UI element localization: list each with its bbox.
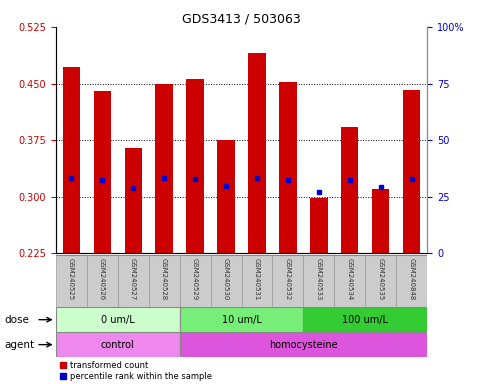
Text: GSM240528: GSM240528 bbox=[161, 258, 167, 301]
Bar bbox=[62, 67, 80, 253]
Text: 0 um/L: 0 um/L bbox=[100, 314, 134, 325]
Text: agent: agent bbox=[5, 339, 35, 350]
Bar bbox=[366, 255, 397, 307]
Bar bbox=[149, 255, 180, 307]
Bar bbox=[56, 255, 86, 307]
Text: dose: dose bbox=[5, 314, 30, 325]
Bar bbox=[180, 255, 211, 307]
Bar bbox=[156, 84, 172, 253]
Bar bbox=[341, 127, 358, 253]
Text: 100 um/L: 100 um/L bbox=[342, 314, 388, 325]
Bar bbox=[186, 79, 203, 253]
Bar bbox=[272, 255, 303, 307]
Text: GSM240531: GSM240531 bbox=[254, 258, 260, 301]
Bar bbox=[125, 148, 142, 253]
Text: GSM240529: GSM240529 bbox=[192, 258, 198, 301]
Text: homocysteine: homocysteine bbox=[269, 339, 338, 350]
Bar bbox=[117, 255, 149, 307]
Bar bbox=[311, 198, 327, 253]
Text: GSM240532: GSM240532 bbox=[285, 258, 291, 301]
Bar bbox=[334, 255, 366, 307]
Text: control: control bbox=[100, 339, 134, 350]
Bar bbox=[372, 189, 389, 253]
Bar bbox=[86, 255, 117, 307]
Bar bbox=[180, 332, 427, 357]
Text: GSM240848: GSM240848 bbox=[409, 258, 415, 301]
Text: GSM240535: GSM240535 bbox=[378, 258, 384, 301]
Text: GSM240526: GSM240526 bbox=[99, 258, 105, 301]
Text: GSM240530: GSM240530 bbox=[223, 258, 229, 301]
Bar bbox=[280, 82, 297, 253]
Bar bbox=[56, 307, 180, 332]
Bar bbox=[56, 332, 180, 357]
Text: GSM240533: GSM240533 bbox=[316, 258, 322, 301]
Text: 10 um/L: 10 um/L bbox=[222, 314, 261, 325]
Text: GSM240534: GSM240534 bbox=[347, 258, 353, 301]
Legend: transformed count, percentile rank within the sample: transformed count, percentile rank withi… bbox=[60, 361, 212, 381]
Bar bbox=[303, 255, 334, 307]
Bar bbox=[248, 53, 266, 253]
Title: GDS3413 / 503063: GDS3413 / 503063 bbox=[182, 13, 301, 26]
Text: GSM240527: GSM240527 bbox=[130, 258, 136, 301]
Bar bbox=[242, 255, 272, 307]
Bar bbox=[303, 307, 427, 332]
Bar bbox=[397, 255, 427, 307]
Text: GSM240525: GSM240525 bbox=[68, 258, 74, 301]
Bar bbox=[403, 89, 421, 253]
Bar bbox=[217, 140, 235, 253]
Bar bbox=[94, 91, 111, 253]
Bar bbox=[211, 255, 242, 307]
Bar bbox=[180, 307, 303, 332]
